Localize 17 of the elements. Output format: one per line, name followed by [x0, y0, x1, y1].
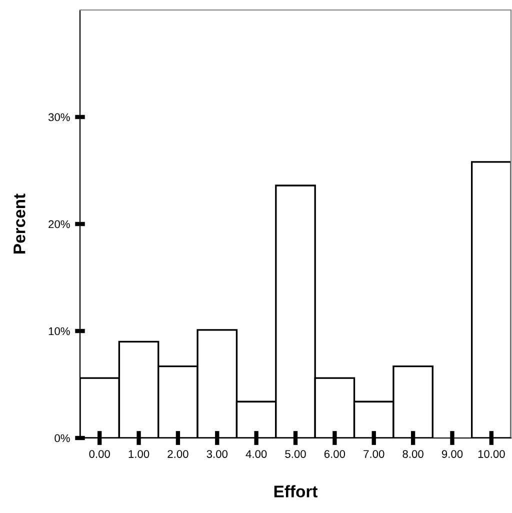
x-tick-label: 6.00	[324, 450, 346, 458]
y-tick-label: 20%	[48, 220, 70, 228]
x-tick-label: 7.00	[364, 450, 384, 458]
y-axis-title: Percent	[14, 194, 26, 254]
x-tick-label: 8.00	[402, 450, 424, 458]
x-tick-label: 9.00	[442, 450, 463, 458]
x-axis-title: Effort	[274, 485, 318, 498]
x-tick-label: 0.00	[89, 450, 110, 458]
x-tick-label: 5.00	[285, 450, 306, 458]
x-tick-label: 2.00	[168, 450, 188, 458]
x-tick-label: 4.00	[246, 450, 267, 458]
x-tick-label: 1.00	[128, 450, 150, 458]
x-tick-label: 3.00	[206, 450, 228, 458]
y-tick-label: 30%	[48, 113, 70, 122]
y-tick-label: 0%	[54, 434, 70, 442]
x-tick-label: 10.00	[478, 450, 505, 458]
y-tick-label: 10%	[48, 327, 70, 336]
